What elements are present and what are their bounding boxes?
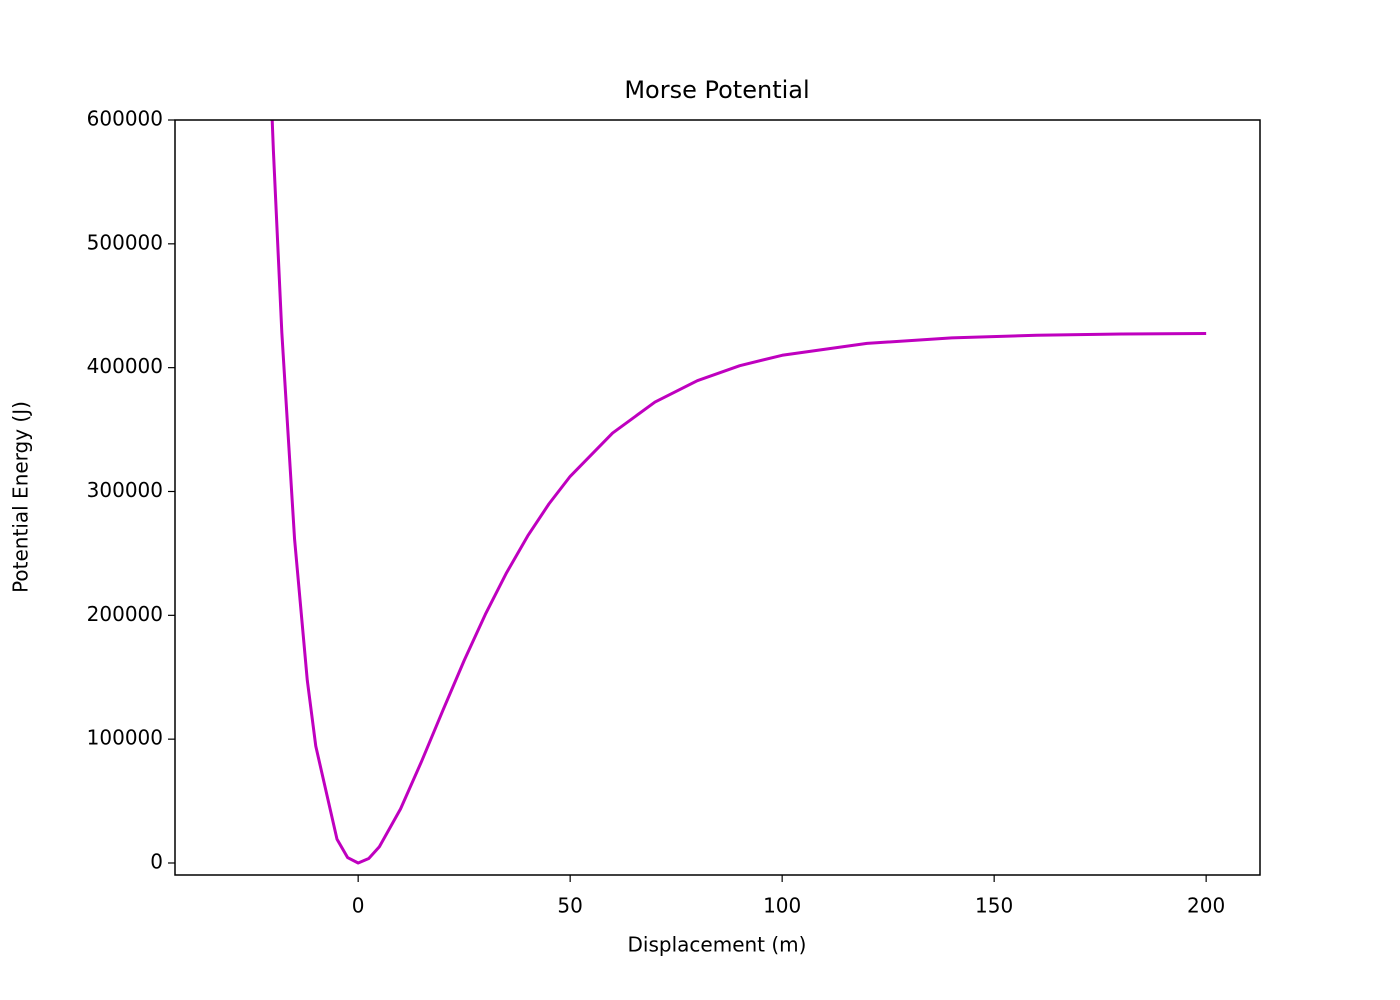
y-tick-label: 600000 [87,107,163,131]
x-axis-label: Displacement (m) [628,933,807,957]
data-line [270,120,1207,865]
x-tick-label: 100 [763,894,801,918]
x-tick-label: 200 [1187,894,1225,918]
x-tick-label: 50 [557,894,582,918]
y-axis-label: Potential Energy (J) [9,401,33,593]
y-tick-label: 0 [150,849,163,873]
x-tick-label: 0 [352,894,365,918]
plot-frame [174,119,1261,876]
y-tick-label: 500000 [87,230,163,254]
y-tick-label: 200000 [87,602,163,626]
chart-title: Morse Potential [624,76,809,104]
y-tick-label: 400000 [87,354,163,378]
y-tick-label: 300000 [87,478,163,502]
x-tick-label: 150 [975,894,1013,918]
y-tick-label: 100000 [87,726,163,750]
plot-area [270,120,1207,865]
